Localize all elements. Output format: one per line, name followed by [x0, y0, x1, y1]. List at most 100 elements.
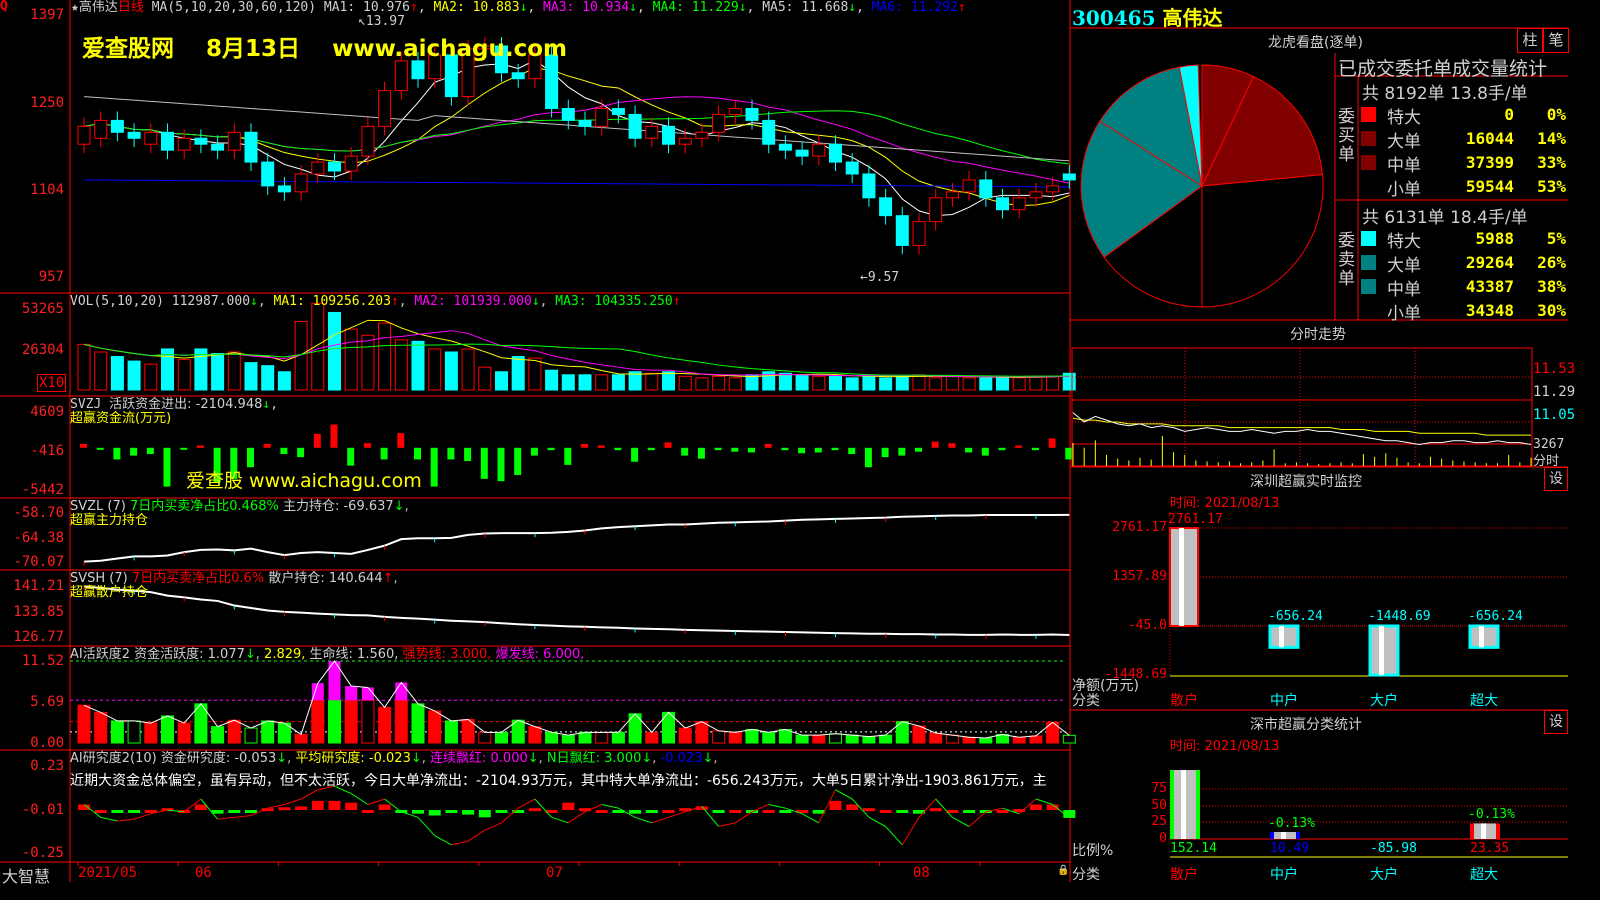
y-tick: 11.29	[1533, 384, 1576, 400]
research-line-seg	[618, 807, 636, 818]
research-bar	[913, 810, 925, 814]
order-percent: 30%	[1537, 301, 1566, 320]
class-value: 152.14	[1170, 841, 1217, 856]
activity-bar	[94, 711, 108, 744]
research-line-seg	[167, 809, 185, 813]
candle	[344, 155, 358, 172]
activity-bar	[845, 734, 859, 744]
pie-slice	[1099, 66, 1203, 188]
research-bar	[462, 810, 475, 815]
research-bar	[796, 810, 809, 813]
sz-class-settings-button[interactable]: 设	[1544, 710, 1568, 734]
unit-x10-button[interactable]: X10	[37, 374, 67, 392]
period-label[interactable]: 日线	[117, 0, 144, 15]
research-line-seg	[284, 798, 302, 805]
airesearch-e: -0.023	[660, 751, 703, 766]
activity-burst-bar	[345, 686, 358, 701]
activity-bar	[110, 720, 124, 744]
class-value: 10.49	[1270, 841, 1310, 856]
volume-bar	[645, 372, 659, 391]
class-category: 大户	[1370, 867, 1398, 883]
volume-bar	[194, 348, 208, 391]
research-bar	[412, 810, 424, 814]
candle	[578, 119, 592, 127]
fund-flow-bar	[113, 447, 121, 460]
volume-bar	[595, 374, 609, 391]
sep: ,	[417, 0, 426, 15]
ma6-line	[83, 179, 1070, 188]
activity-bar	[127, 720, 141, 744]
activity-bar	[244, 727, 258, 744]
bar-view-button[interactable]: 柱	[1517, 28, 1543, 53]
class-category: 散户	[1170, 867, 1198, 883]
monitor-category: 中户	[1270, 693, 1298, 709]
research-bar	[729, 810, 742, 813]
candle	[678, 137, 692, 145]
fund-flow-bar	[781, 447, 789, 451]
research-line-seg	[133, 813, 151, 820]
arrow-down-icon: ↓	[629, 0, 637, 15]
research-bar	[1046, 804, 1059, 810]
legend-swatch	[1361, 155, 1376, 170]
activity-bar	[1062, 734, 1076, 744]
candle	[996, 197, 1009, 211]
lock-icon[interactable]: 🔒	[1057, 865, 1070, 876]
fund-flow-bar	[948, 443, 956, 448]
research-line-seg	[200, 798, 218, 820]
order-type: 大单	[1387, 132, 1421, 152]
research-line-seg	[952, 816, 970, 827]
research-bar	[295, 806, 308, 810]
y-tick: -64.38	[13, 530, 64, 546]
vol-ma2: MA2: 101939.000	[414, 294, 532, 309]
aiactive-d: 强势线: 3.000,	[402, 647, 492, 662]
order-volume: 37399	[1465, 153, 1514, 172]
candle	[411, 60, 425, 80]
candle	[762, 119, 776, 145]
volume-bar	[177, 359, 191, 391]
class-value: 23.35	[1470, 841, 1510, 856]
fund-flow-bar	[213, 447, 221, 483]
monitor-bar-highlight	[1379, 626, 1384, 676]
order-percent: 38%	[1537, 277, 1566, 296]
candle	[862, 173, 876, 199]
class-note: -0.13%	[1268, 816, 1315, 831]
candle	[277, 185, 291, 193]
legend-swatch	[1361, 107, 1376, 122]
volume-bar	[829, 375, 842, 391]
volume-bar	[912, 374, 926, 391]
date-label: 2021/05	[78, 865, 138, 881]
brand-label: 大智慧	[2, 867, 51, 886]
y-tick: 141.21	[13, 578, 64, 594]
airesearch-b: 平均研究度: -0.023	[295, 751, 411, 766]
aiactive-header: AI活跃度2 资金活跃度: 1.077↓, 2.829, 生命线: 1.560,…	[70, 647, 585, 662]
arrow-up-icon: ↑	[409, 0, 418, 15]
activity-bar	[478, 731, 492, 744]
star-icon[interactable]: ★	[71, 0, 79, 15]
research-bar	[128, 810, 141, 813]
tick-view-button[interactable]: 笔	[1543, 28, 1569, 53]
activity-burst-bar	[361, 687, 374, 701]
order-type: 特大	[1387, 232, 1421, 252]
candle	[1062, 173, 1076, 181]
candle	[528, 54, 542, 80]
y-tick: -58.70	[13, 505, 64, 521]
volume-bar	[94, 351, 108, 391]
vol-value: 112987.000	[171, 294, 251, 309]
research-line-seg	[501, 807, 519, 824]
candle	[545, 54, 559, 109]
legend-swatch	[1361, 279, 1376, 294]
volume-bar	[678, 375, 692, 391]
fund-flow-bar	[80, 443, 87, 448]
volume-bar	[244, 362, 258, 391]
buy-summary: 共 8192单 13.8手/单	[1362, 84, 1528, 104]
sz-monitor-settings-button[interactable]: 设	[1544, 467, 1568, 491]
svzj-value: 活跃资金进出: -2104.948	[109, 397, 263, 412]
ma3-value: MA3: 10.934	[543, 0, 630, 15]
activity-bar	[411, 703, 425, 744]
sep: ,	[636, 0, 645, 15]
main-header: ★高伟达日线 MA(5,10,20,30,60,120) MA1: 10.976…	[71, 1, 966, 15]
activity-bar	[829, 733, 842, 744]
y-tick: 11.53	[1533, 361, 1576, 377]
marker-icon: Q	[0, 0, 8, 14]
